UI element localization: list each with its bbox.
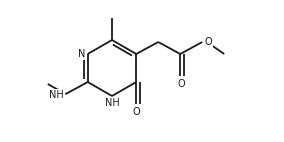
Text: O: O bbox=[132, 107, 140, 117]
Text: N: N bbox=[78, 49, 86, 59]
Text: NH: NH bbox=[105, 98, 119, 108]
Text: O: O bbox=[178, 79, 185, 89]
Text: NH: NH bbox=[49, 90, 64, 100]
Text: O: O bbox=[204, 37, 212, 47]
